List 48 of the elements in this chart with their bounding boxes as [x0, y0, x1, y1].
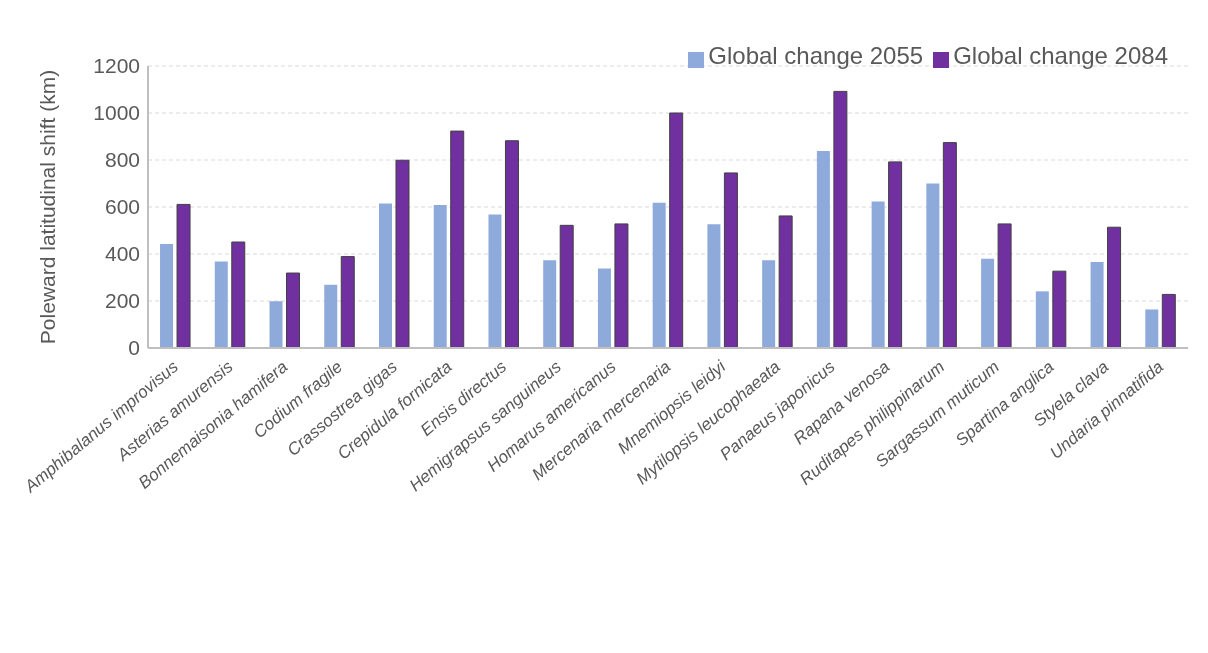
y-tick-label: 600 — [104, 195, 140, 219]
bar — [997, 223, 1012, 348]
bar — [214, 261, 228, 348]
bar — [378, 203, 392, 348]
y-tick-label: 400 — [104, 242, 140, 266]
bar — [231, 241, 246, 348]
bar — [324, 284, 338, 348]
legend-label: Global change 2055 — [708, 42, 924, 69]
bar — [269, 301, 283, 348]
y-tick-label: 800 — [104, 148, 140, 172]
y-tick-label: 1200 — [93, 54, 140, 78]
bar — [488, 214, 502, 348]
bar — [762, 260, 776, 348]
bar — [816, 151, 830, 348]
y-axis-title: Poleward latitudinal shift (km) — [36, 69, 60, 345]
bar — [888, 161, 903, 348]
bar — [1052, 270, 1067, 348]
bar — [652, 202, 666, 348]
bar — [160, 243, 174, 348]
bar — [926, 183, 940, 348]
bar — [504, 140, 519, 348]
bar — [597, 268, 611, 348]
y-tick-label: 0 — [128, 336, 140, 360]
bar — [450, 130, 465, 348]
legend-label: Global change 2084 — [953, 42, 1168, 69]
y-tick-label: 1000 — [93, 101, 140, 125]
bar — [723, 172, 738, 348]
bar — [1090, 261, 1104, 348]
bar — [1035, 291, 1049, 348]
bar — [833, 90, 848, 348]
bar — [395, 159, 410, 348]
y-tick-label: 200 — [104, 289, 140, 313]
bar — [942, 142, 957, 348]
bar — [176, 203, 191, 348]
bar — [707, 224, 721, 348]
bar — [543, 260, 557, 348]
bar — [340, 256, 355, 348]
bar — [1145, 309, 1159, 348]
bar — [871, 201, 885, 348]
bar — [1107, 226, 1122, 348]
bar — [559, 224, 574, 348]
bar — [669, 112, 684, 348]
bar — [286, 272, 301, 348]
bar — [614, 223, 629, 348]
bar — [433, 204, 447, 348]
bar — [1161, 293, 1176, 348]
bar — [778, 215, 793, 348]
bar — [981, 258, 995, 348]
